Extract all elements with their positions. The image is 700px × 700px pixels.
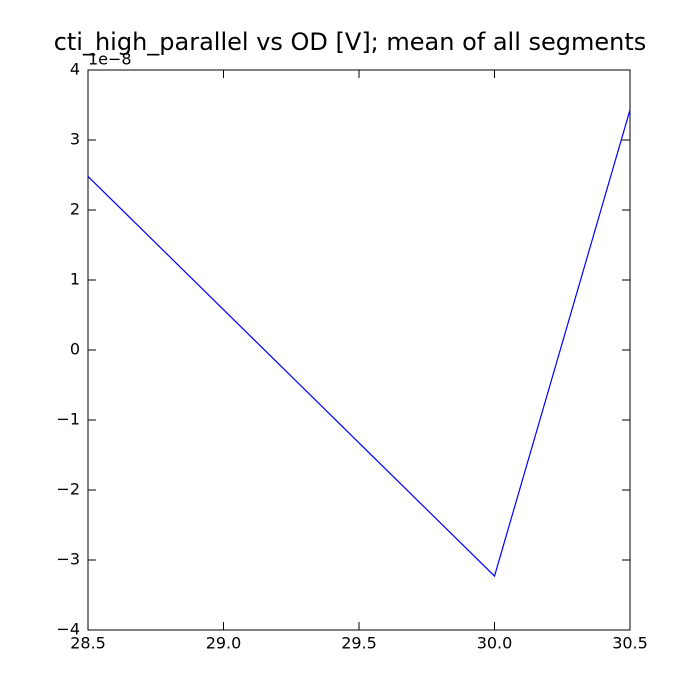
y-tick-label: 1 xyxy=(70,270,80,289)
y-tick-label: 3 xyxy=(70,130,80,149)
x-tick-label: 28.5 xyxy=(70,634,106,653)
data-line xyxy=(87,109,631,578)
y-tick-label: −3 xyxy=(56,550,80,569)
x-tick-label: 29.0 xyxy=(206,634,242,653)
x-tick-label: 30.0 xyxy=(477,634,513,653)
y-tick-label: −1 xyxy=(56,410,80,429)
y-tick-label: 2 xyxy=(70,200,80,219)
y-tick-label: 0 xyxy=(70,340,80,359)
x-tick-label: 29.5 xyxy=(341,634,377,653)
x-tick-label: 30.5 xyxy=(612,634,648,653)
chart-title: cti_high_parallel vs OD [V]; mean of all… xyxy=(54,28,647,56)
y-tick-label: −4 xyxy=(56,620,80,639)
y-tick-label: 4 xyxy=(70,60,80,79)
y-offset-label: 1e−8 xyxy=(88,50,132,69)
y-tick-label: −2 xyxy=(56,480,80,499)
